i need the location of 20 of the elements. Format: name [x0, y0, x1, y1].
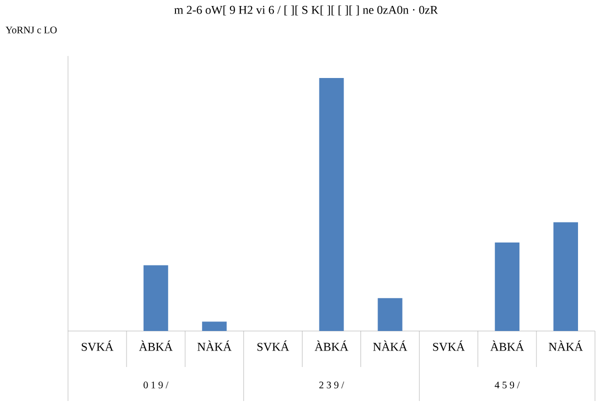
x-tick-label: NÀKÁ [197, 340, 232, 351]
text: 2 3 9 / [319, 382, 344, 388]
x-tick-label: ÀBKÁ [139, 340, 173, 351]
x-tick-label: ÀBKÁ [490, 340, 524, 351]
text: 0 1 9 / [144, 382, 168, 388]
bar [553, 222, 578, 331]
x-tick-label: ÀBKÁ [314, 340, 348, 351]
chart-subtitle: YoRNJ c LO [6, 26, 57, 34]
bar [494, 242, 520, 331]
x-tick-label: NÀKÁ [548, 340, 583, 351]
text: 4 5 9 / [494, 382, 520, 388]
chart-title: m 2-6 oW[ 9 H2 vi 6 / [ ][ S K[ ][ [ ][ ] ne 0zA0n · 0zR [174, 6, 438, 16]
bar [202, 322, 227, 331]
x-tick-label: SVKÁ [82, 340, 114, 351]
bar [319, 78, 344, 331]
bar [378, 298, 402, 331]
x-tick-label: NÀKÁ [373, 340, 408, 351]
bar [144, 265, 168, 331]
x-tick-label: SVKÁ [433, 340, 465, 351]
x-tick-label: SVKÁ [257, 340, 290, 351]
